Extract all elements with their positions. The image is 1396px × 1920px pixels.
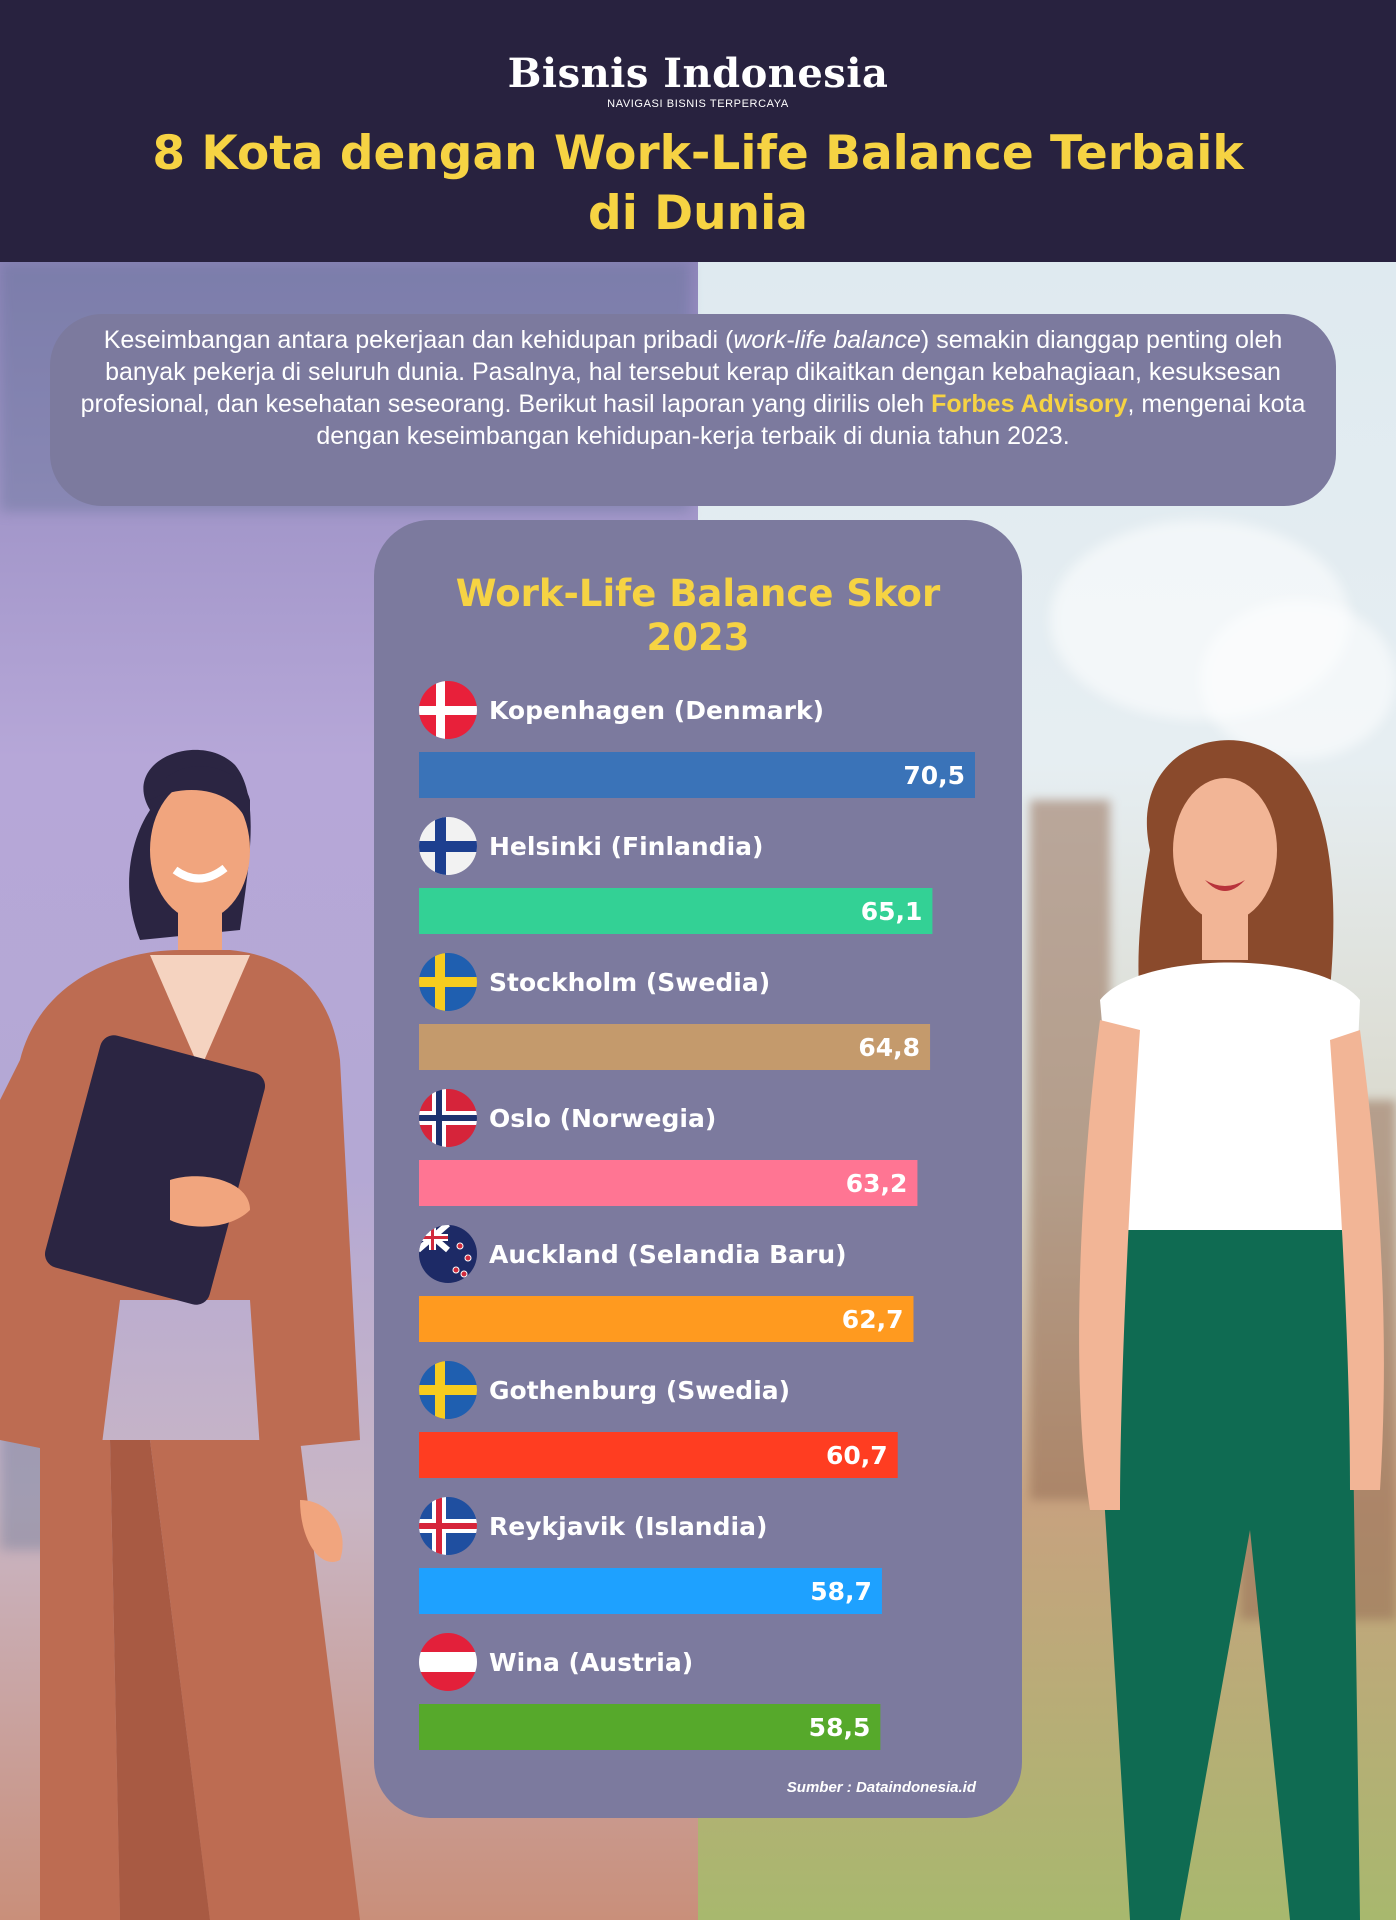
background-cloud xyxy=(1200,600,1396,760)
chart-title: Work-Life Balance Skor 2023 xyxy=(374,572,1022,660)
sweden-flag-icon xyxy=(419,953,477,1011)
sweden-flag-icon xyxy=(419,1361,477,1419)
category-label: Kopenhagen (Denmark) xyxy=(489,696,824,725)
bar xyxy=(419,1296,914,1342)
bar xyxy=(419,888,933,934)
data-label: 65,1 xyxy=(861,897,923,926)
brand-logo: Bisnis Indonesia xyxy=(507,50,889,97)
data-label: 70,5 xyxy=(903,761,965,790)
woman-suit-illustration xyxy=(0,749,360,1920)
data-label: 58,5 xyxy=(809,1713,871,1742)
brand-tagline: NAVIGASI BISNIS TERPERCAYA xyxy=(607,98,789,110)
category-label: Wina (Austria) xyxy=(489,1648,693,1677)
category-label: Gothenburg (Swedia) xyxy=(489,1376,790,1405)
intro-text: , mengenai kota dengan keseimbangan kehi… xyxy=(316,390,1306,450)
category-label: Helsinki (Finlandia) xyxy=(489,832,763,861)
source-note: Sumber : Dataindonesia.id xyxy=(786,1779,976,1796)
bar-chart-marks: Kopenhagen (Denmark) 70,5 Helsinki (Finlan… xyxy=(419,681,975,1750)
bar xyxy=(419,1160,918,1206)
bar xyxy=(419,1568,882,1614)
woman-white-top-illustration xyxy=(1079,740,1384,1920)
page-title-line-1: 8 Kota dengan Work-Life Balance Terbaik xyxy=(152,126,1244,181)
bar xyxy=(419,1704,881,1750)
bar-chart: Kopenhagen (Denmark) 70,5 Helsinki (Finlan… xyxy=(419,681,975,1750)
iceland-flag-icon xyxy=(419,1497,477,1555)
intro-italic: work-life balance xyxy=(733,326,921,354)
header-banner: Bisnis Indonesia NAVIGASI BISNIS TERPERC… xyxy=(0,0,1396,262)
intro-text: ) semakin dianggap penting oleh banyak p… xyxy=(80,326,1283,418)
category-label: Stockholm (Swedia) xyxy=(489,968,770,997)
bar xyxy=(419,752,975,798)
new-zealand-flag-icon xyxy=(419,1225,477,1283)
category-label: Reykjavik (Islandia) xyxy=(489,1512,767,1541)
intro-paragraph: Keseimbangan antara pekerjaan dan kehidu… xyxy=(50,314,1336,506)
austria-flag-icon xyxy=(419,1633,477,1691)
chart-title-line-2: 2023 xyxy=(646,616,750,659)
category-label: Oslo (Norwegia) xyxy=(489,1104,716,1133)
intro-text: Keseimbangan antara pekerjaan dan kehidu… xyxy=(103,326,734,354)
bar xyxy=(419,1432,898,1478)
denmark-flag-icon xyxy=(419,681,477,739)
category-label: Auckland (Selandia Baru) xyxy=(489,1240,847,1269)
data-label: 62,7 xyxy=(842,1305,904,1334)
data-label: 64,8 xyxy=(858,1033,920,1062)
page-title-line-2: di Dunia xyxy=(588,186,808,241)
intro-highlight: Forbes Advisory xyxy=(931,390,1128,418)
data-label: 60,7 xyxy=(826,1441,888,1470)
chart-title-line-1: Work-Life Balance Skor xyxy=(455,572,941,615)
norway-flag-icon xyxy=(419,1089,477,1147)
page-title: 8 Kota dengan Work-Life Balance Terbaik … xyxy=(60,124,1336,244)
finland-flag-icon xyxy=(419,817,477,875)
data-label: 63,2 xyxy=(846,1169,908,1198)
data-label: 58,7 xyxy=(810,1577,872,1606)
bar xyxy=(419,1024,931,1070)
